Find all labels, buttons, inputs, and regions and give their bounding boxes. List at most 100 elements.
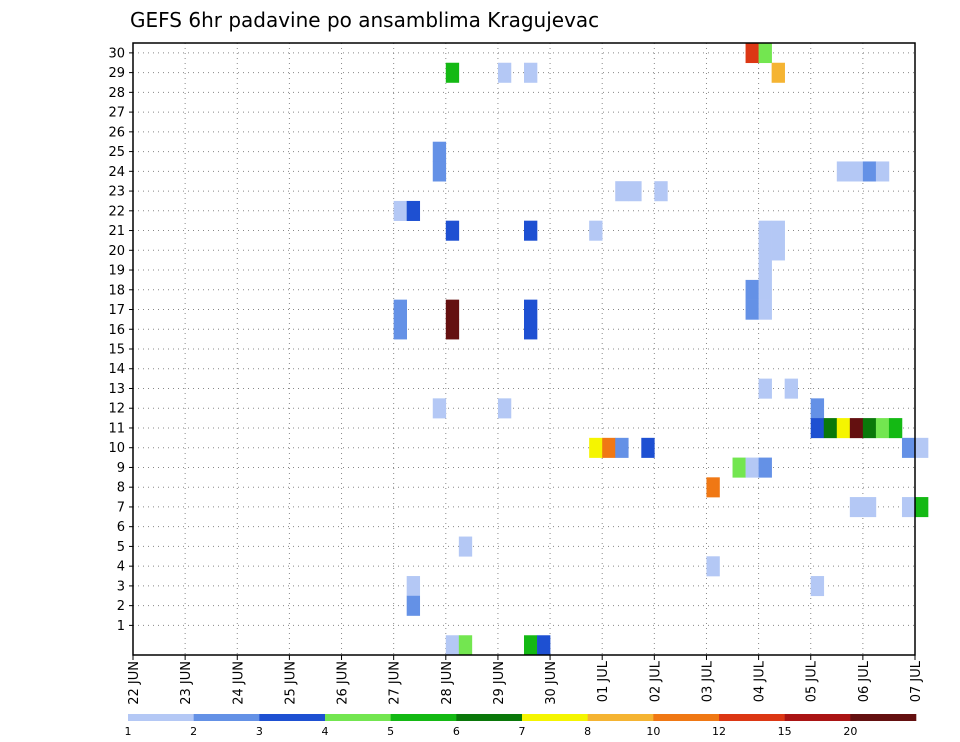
y-tick-label: 22 — [108, 204, 125, 219]
x-tick-label: 26 JUN — [336, 661, 351, 705]
y-tick-label: 4 — [117, 560, 125, 575]
colorbar-tick-label: 7 — [519, 725, 526, 738]
heatmap-cell — [393, 200, 407, 221]
heatmap-cell — [445, 635, 460, 656]
heatmap-cell — [745, 43, 759, 64]
x-tick-label: 22 JUN — [127, 661, 142, 705]
heatmap-cell — [836, 161, 851, 182]
heatmap-cell — [849, 497, 864, 518]
x-tick-label: 03 JUL — [700, 660, 715, 702]
heatmap-cells — [393, 43, 929, 656]
heatmap-cell — [862, 497, 877, 518]
colorbar-swatch — [128, 714, 194, 721]
heatmap-cell — [524, 299, 538, 320]
x-tick-label: 23 JUN — [179, 661, 194, 705]
y-tick-label: 9 — [117, 461, 125, 476]
heatmap-cell — [784, 378, 798, 399]
y-tick-label: 28 — [108, 86, 125, 101]
heatmap-cell — [432, 141, 447, 162]
x-tick-label: 02 JUL — [648, 660, 663, 702]
heatmap-cell — [862, 161, 877, 182]
heatmap-cell — [758, 260, 772, 281]
heatmap-cell — [406, 200, 421, 221]
y-tick-label: 16 — [108, 323, 125, 338]
y-tick-label: 10 — [108, 441, 125, 456]
colorbar-tick-label: 2 — [190, 725, 197, 738]
heatmap-cell — [915, 437, 929, 458]
x-tick-label: 04 JUL — [753, 660, 768, 702]
heatmap-cell — [406, 576, 421, 597]
heatmap-cell — [628, 181, 642, 202]
heatmap-cell — [758, 240, 772, 261]
colorbar-swatch — [325, 714, 391, 721]
heatmap-cell — [497, 62, 512, 83]
heatmap-cell — [849, 161, 864, 182]
y-tick-label: 26 — [108, 125, 125, 140]
heatmap-cell — [771, 220, 785, 241]
heatmap-cell — [524, 319, 538, 340]
colorbar-tick-label: 5 — [387, 725, 394, 738]
y-tick-label: 11 — [108, 421, 125, 436]
y-tick-label: 7 — [117, 500, 125, 515]
y-tick-label: 27 — [108, 106, 125, 121]
colorbar-tick-label: 1 — [125, 725, 132, 738]
x-tick-label: 07 JUL — [909, 660, 924, 702]
heatmap-cell — [524, 635, 538, 656]
y-tick-label: 18 — [108, 283, 125, 298]
colorbar-tick-label: 15 — [778, 725, 792, 738]
colorbar-tick-label: 20 — [843, 725, 857, 738]
y-tick-label: 19 — [108, 264, 125, 279]
heatmap-cell — [706, 477, 720, 498]
y-tick-label: 21 — [108, 224, 125, 239]
heatmap-cell — [836, 418, 851, 439]
colorbar-swatch — [193, 714, 260, 721]
colorbar-swatch — [456, 714, 523, 721]
heatmap-cell — [524, 220, 538, 241]
colorbar-swatch — [719, 714, 785, 721]
y-tick-label: 6 — [117, 520, 125, 535]
colorbar-tick-label: 10 — [646, 725, 660, 738]
heatmap-cell — [745, 299, 759, 320]
heatmap-cell — [406, 595, 421, 616]
x-tick-label: 29 JUN — [492, 661, 507, 705]
x-tick-label: 24 JUN — [231, 661, 246, 705]
y-tick-label: 8 — [117, 481, 125, 496]
colorbar-legend: 1 2 3 4 5 6 7 8 10 12 15 20 — [125, 714, 917, 738]
heatmap-cell — [901, 437, 916, 458]
heatmap-cell — [849, 418, 864, 439]
x-tick-label: 27 JUN — [388, 661, 403, 705]
x-tick-label: 25 JUN — [283, 661, 298, 705]
heatmap-cell — [862, 418, 877, 439]
colorbar-swatch — [587, 714, 654, 721]
heatmap-cell — [458, 536, 473, 557]
y-tick-label: 30 — [108, 46, 125, 61]
heatmap-cell — [901, 497, 916, 518]
x-tick-label: 01 JUL — [596, 660, 611, 702]
heatmap-cell — [915, 497, 929, 518]
heatmap-cell — [393, 319, 407, 340]
y-tick-label: 20 — [108, 244, 125, 259]
heatmap-cell — [810, 418, 825, 439]
heatmap-cell — [524, 62, 538, 83]
heatmap-cell — [758, 299, 772, 320]
heatmap-cell — [393, 299, 407, 320]
heatmap-cell — [745, 279, 759, 300]
heatmap-cell — [615, 181, 629, 202]
y-tick-label: 13 — [108, 382, 125, 397]
y-tick-label: 24 — [108, 165, 125, 180]
heatmap-cell — [432, 398, 447, 419]
heatmap-cell — [641, 437, 655, 458]
y-tick-label: 15 — [108, 343, 125, 358]
heatmap-cell — [445, 299, 460, 320]
y-tick-label: 1 — [117, 619, 125, 634]
colorbar-tick-label: 6 — [453, 725, 460, 738]
colorbar-tick-label: 8 — [584, 725, 591, 738]
colorbar-swatch — [784, 714, 851, 721]
y-tick-label: 2 — [117, 599, 125, 614]
y-tick-label: 3 — [117, 579, 125, 594]
heatmap-cell — [445, 62, 460, 83]
y-axis-ticks: 1234567891011121314151617181920212223242… — [108, 46, 133, 634]
y-tick-label: 29 — [108, 66, 125, 81]
y-tick-label: 25 — [108, 145, 125, 160]
